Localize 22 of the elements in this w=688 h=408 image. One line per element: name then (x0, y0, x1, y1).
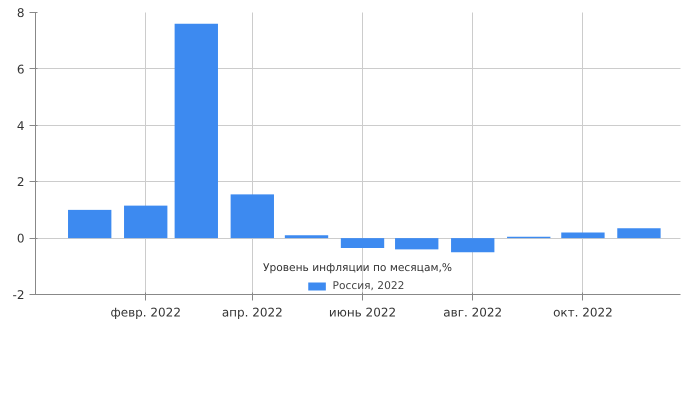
y-tick-label: 6 (16, 62, 25, 76)
bar (230, 194, 274, 238)
bar (617, 228, 661, 238)
y-tick-label: 8 (16, 6, 25, 20)
x-tick-label: окт. 2022 (553, 306, 613, 320)
y-tick-label: -2 (12, 288, 25, 302)
y-tick-label: 4 (16, 118, 25, 133)
bar (68, 210, 112, 238)
legend-label: Россия, 2022 (332, 279, 404, 292)
bar (395, 238, 438, 250)
bar (451, 238, 494, 252)
x-tick-label: авг. 2022 (443, 306, 502, 320)
bar (340, 238, 384, 248)
y-tick-label: 0 (16, 232, 25, 246)
bar (561, 232, 605, 238)
annotation: Уровень инфляции по месяцам,% (262, 261, 452, 274)
bar (124, 206, 168, 238)
x-tick-label: апр. 2022 (222, 306, 283, 320)
y-tick-label: 2 (16, 175, 25, 190)
x-tick-label: февр. 2022 (110, 306, 181, 320)
bar (174, 24, 218, 238)
x-tick-label: июнь 2022 (328, 306, 396, 320)
